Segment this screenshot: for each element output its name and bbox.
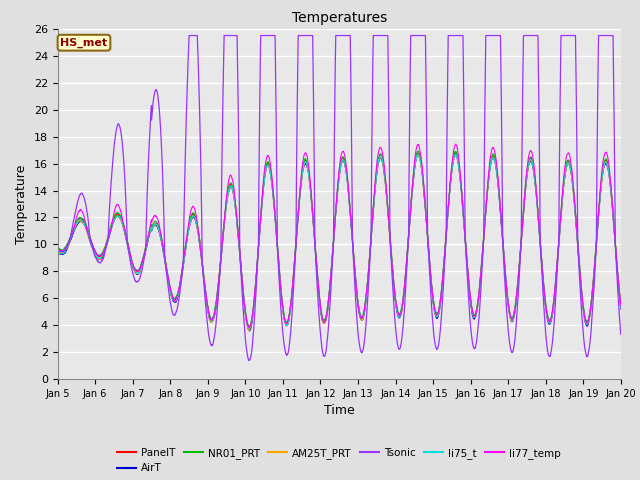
- Text: HS_met: HS_met: [60, 37, 108, 48]
- Legend: PanelT, AirT, NR01_PRT, AM25T_PRT, Tsonic, li75_t, li77_temp: PanelT, AirT, NR01_PRT, AM25T_PRT, Tsoni…: [113, 444, 565, 478]
- Title: Temperatures: Temperatures: [292, 11, 387, 25]
- X-axis label: Time: Time: [324, 405, 355, 418]
- Y-axis label: Temperature: Temperature: [15, 164, 28, 244]
